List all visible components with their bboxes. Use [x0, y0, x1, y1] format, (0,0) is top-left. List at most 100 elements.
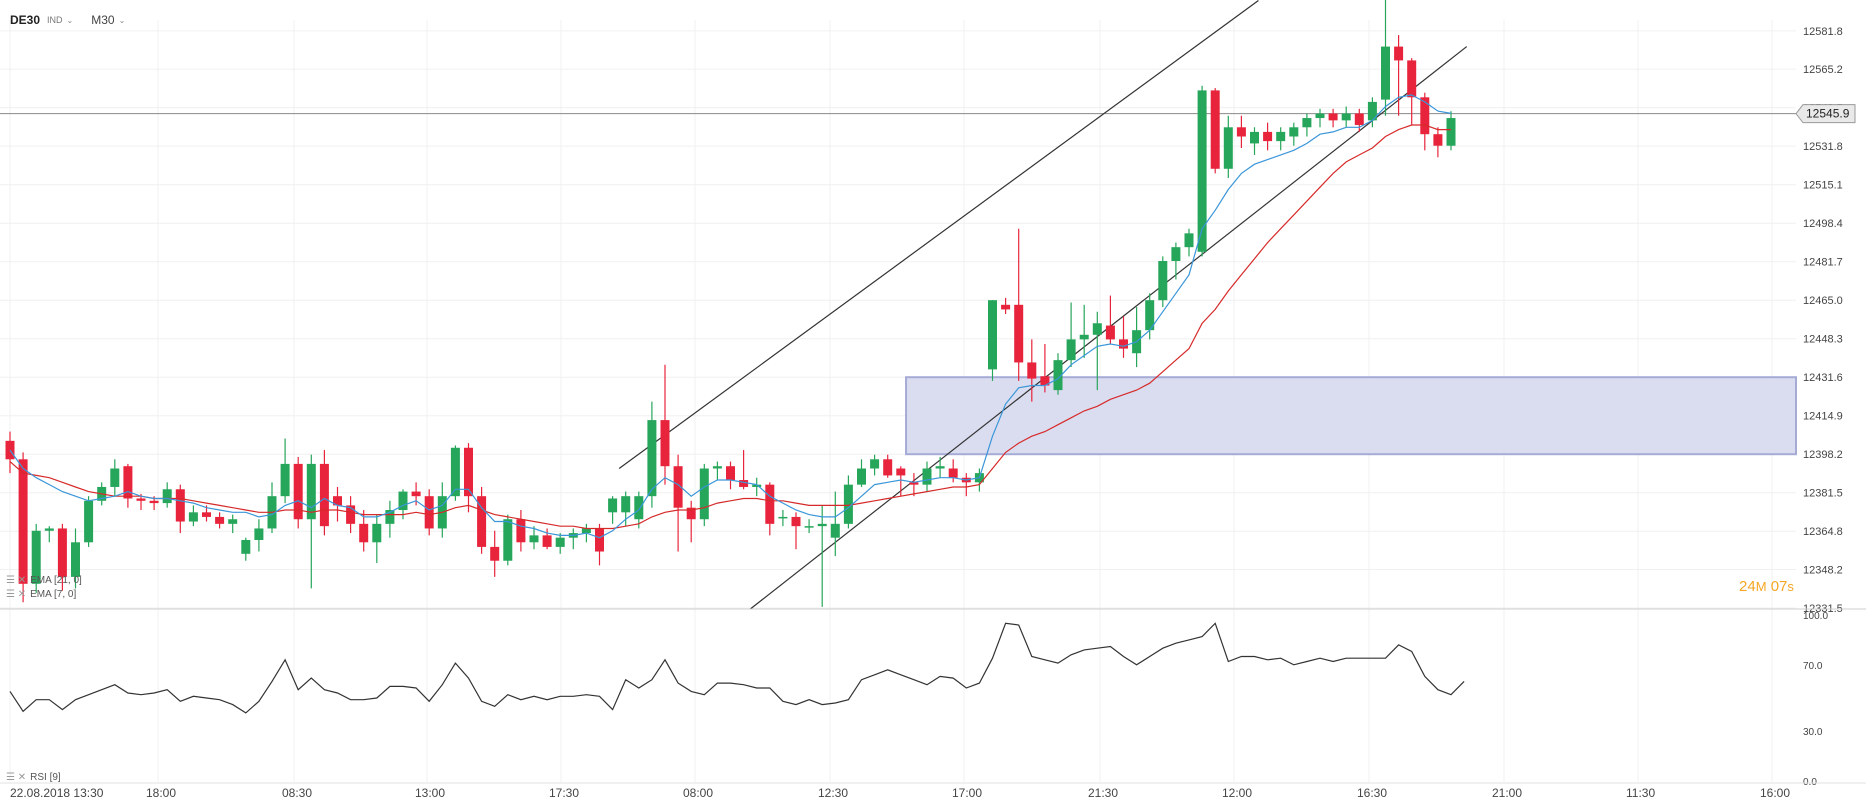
current-price-badge-bg: [1795, 104, 1856, 124]
candle: [1328, 108, 1338, 128]
candle: [241, 537, 251, 561]
candle-body: [883, 459, 893, 476]
candle-body: [175, 489, 185, 522]
indicator-settings-icon[interactable]: ☰ ✕: [6, 575, 27, 586]
candle: [319, 450, 329, 536]
candle: [188, 505, 198, 527]
candle-body: [1184, 233, 1194, 248]
y-tick-label: 12448.3: [1803, 334, 1843, 346]
candle-body: [1014, 304, 1024, 363]
candle: [1381, 0, 1390, 116]
rsi-y-tick-label: 30.0: [1803, 727, 1823, 738]
candle: [1079, 304, 1089, 358]
y-tick-label: 12481.7: [1803, 257, 1843, 269]
candle: [1341, 106, 1351, 128]
timer-seconds-unit: s: [1787, 579, 1794, 594]
candle: [57, 523, 67, 591]
candle: [18, 452, 28, 603]
candle-body: [1263, 131, 1273, 142]
candle: [529, 526, 539, 550]
candle-body: [595, 528, 604, 552]
y-tick-label: 12515.1: [1803, 180, 1843, 192]
candle-body: [1027, 362, 1037, 379]
candle: [817, 505, 827, 607]
x-tick-label: 11:30: [1626, 786, 1655, 800]
indicator-settings-icon[interactable]: ☰ ✕: [6, 589, 27, 600]
timer-seconds: 07: [1770, 578, 1788, 595]
candle-body: [896, 468, 906, 476]
candle: [1040, 344, 1050, 393]
candle: [1302, 113, 1312, 137]
candle: [1354, 108, 1364, 132]
candle-body: [31, 530, 41, 584]
candle: [778, 510, 788, 527]
candle-body: [988, 300, 997, 370]
x-tick-label: 17:00: [952, 786, 982, 800]
candle: [883, 454, 893, 478]
indicator-label-ema7: ☰ ✕ EMA [7, 0]: [6, 589, 76, 600]
candle: [1105, 295, 1115, 345]
indicator-settings-icon[interactable]: ☰ ✕: [6, 772, 27, 783]
candle: [215, 512, 225, 529]
x-tick-label: 21:00: [1492, 786, 1522, 800]
candle: [752, 477, 762, 497]
candle-body: [333, 496, 342, 506]
candle-body: [280, 463, 290, 497]
candle: [909, 473, 919, 497]
candle-body: [555, 537, 565, 547]
candle-body: [935, 466, 945, 469]
y-tick-label: 12414.9: [1803, 411, 1843, 423]
x-tick-label: 16:30: [1357, 786, 1387, 800]
ema21-label: EMA [21, 0]: [30, 575, 82, 586]
candle-body: [1381, 46, 1390, 100]
candle: [1158, 256, 1168, 308]
trend-channel: [618, 0, 1468, 610]
candle: [450, 445, 460, 501]
candle: [333, 486, 342, 522]
candle: [1053, 353, 1063, 395]
axes: 22.08.2018 13:30 18:00 08:30 13:00 17:30 08:0…: [0, 26, 1866, 800]
rsi-panel: [9, 622, 1465, 714]
symbol-name[interactable]: DE30: [10, 13, 41, 27]
candle: [804, 519, 814, 534]
candle-body: [18, 459, 28, 584]
candle: [1250, 127, 1259, 155]
candle-body: [1315, 113, 1325, 119]
candle-body: [608, 498, 618, 513]
rsi-y-tick-label: 70.0: [1803, 661, 1823, 672]
candle: [516, 510, 526, 552]
candle: [280, 438, 290, 504]
candle: [464, 443, 473, 513]
candle-body: [739, 480, 749, 487]
candle: [791, 512, 801, 550]
y-tick-label: 12348.2: [1803, 564, 1843, 576]
y-tick-label: 12465.0: [1803, 295, 1843, 307]
candle: [857, 459, 866, 487]
y-tick-label: 12531.8: [1803, 141, 1843, 153]
candle: [673, 454, 683, 552]
ema7-label: EMA [7, 0]: [30, 589, 77, 600]
candle-body: [1433, 134, 1443, 146]
candle-body: [1119, 339, 1128, 349]
candle-body: [1367, 101, 1377, 121]
candle: [922, 461, 932, 492]
candle-body: [581, 528, 591, 534]
timeframe-selector[interactable]: M30: [91, 13, 115, 27]
candle-body: [359, 523, 369, 543]
candle: [830, 491, 840, 557]
ema-lines: [9, 94, 1452, 539]
candle-body: [529, 535, 539, 543]
candle: [1289, 122, 1299, 146]
timeframe-dropdown-icon[interactable]: ⌄: [118, 15, 126, 25]
candle-body: [1223, 127, 1233, 169]
symbol-dropdown-icon[interactable]: ⌄: [66, 15, 74, 25]
candle: [437, 482, 447, 538]
candle: [843, 475, 853, 529]
candle-body: [1105, 325, 1115, 340]
candle-body: [1407, 60, 1417, 98]
candle-body: [712, 466, 722, 469]
x-tick-label: 21:30: [1088, 786, 1118, 800]
candle: [1092, 311, 1102, 391]
candle: [726, 461, 735, 490]
